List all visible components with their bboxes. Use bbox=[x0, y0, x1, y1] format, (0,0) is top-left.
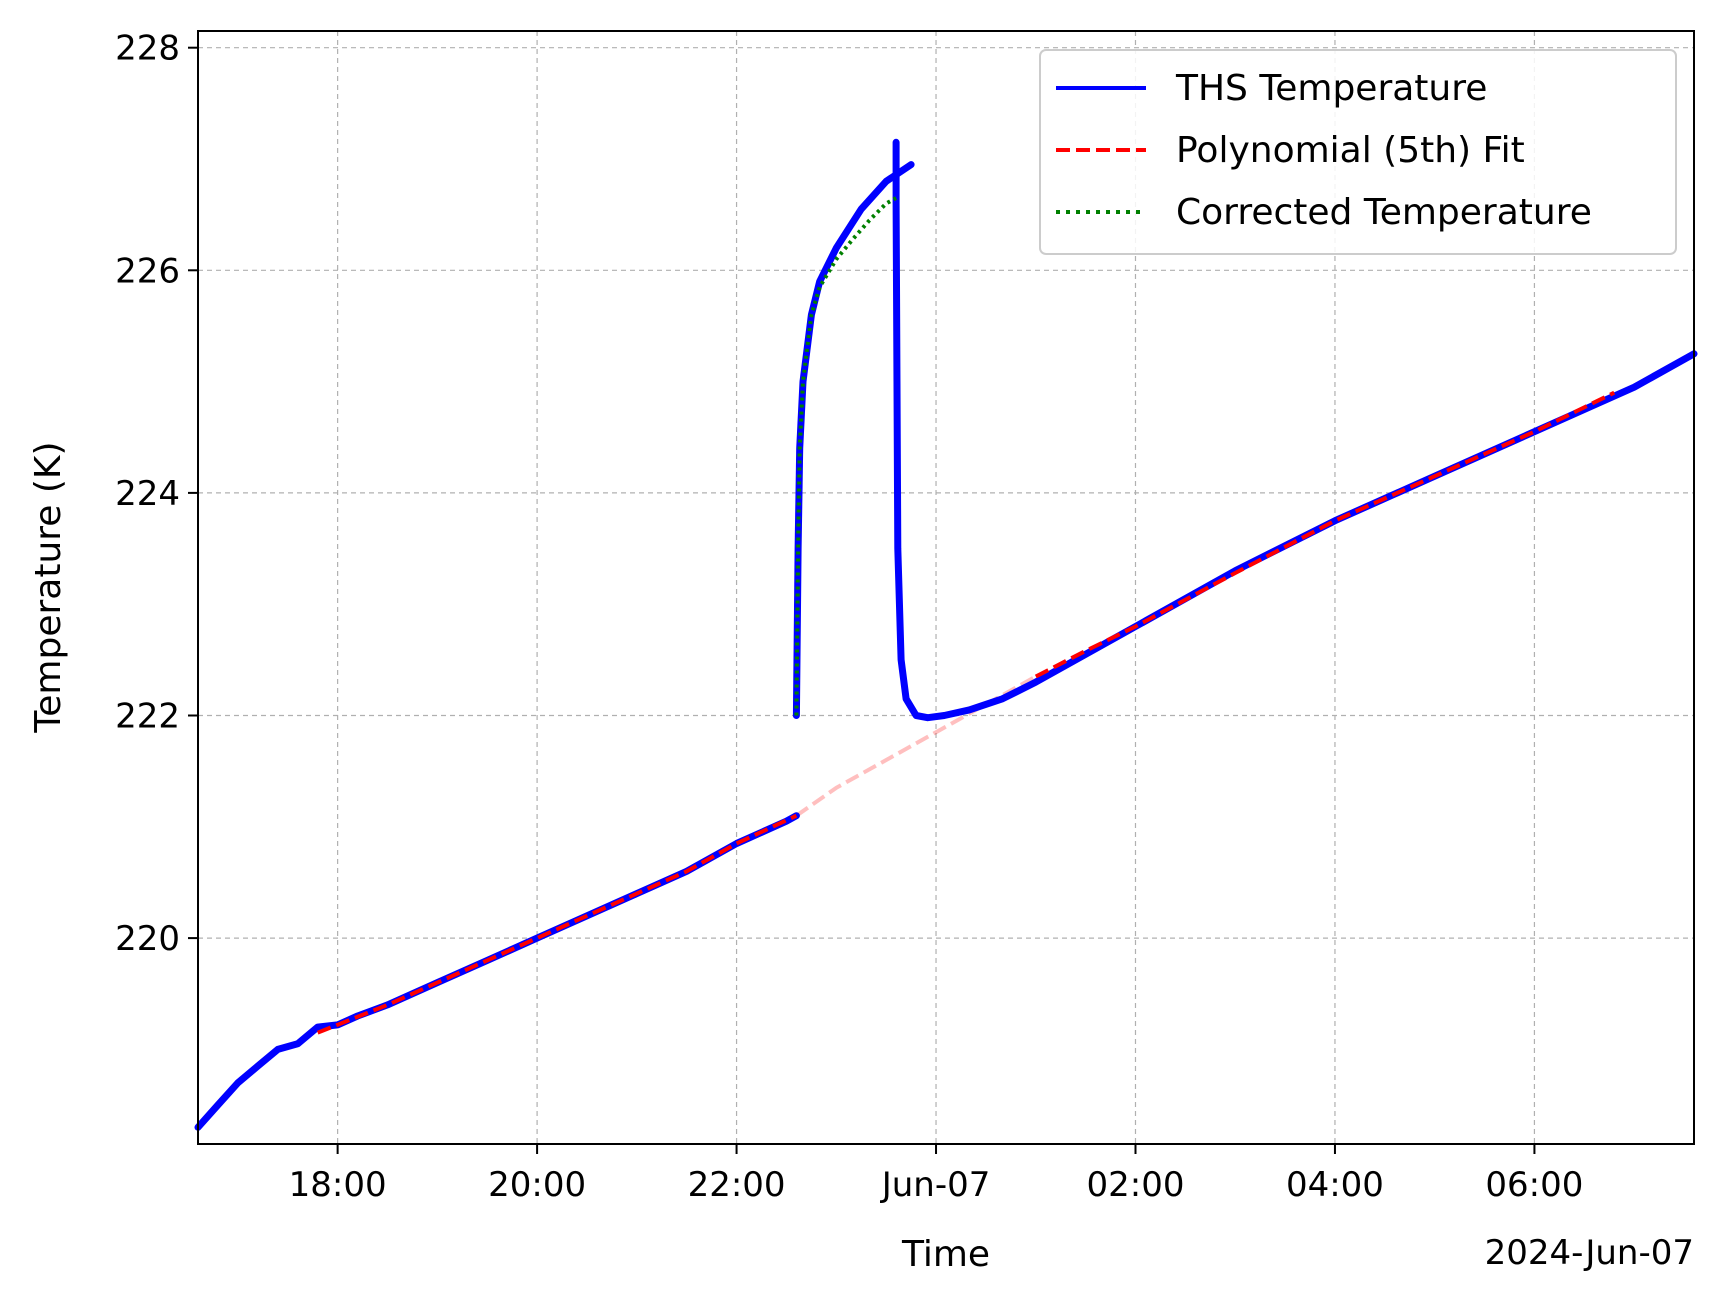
x-tick-label: 20:00 bbox=[488, 1165, 586, 1205]
legend-label-corrected: Corrected Temperature bbox=[1176, 192, 1592, 233]
legend-box bbox=[1039, 49, 1677, 255]
x-tick-label: 22:00 bbox=[688, 1165, 786, 1205]
legend-label-ths: THS Temperature bbox=[1175, 68, 1487, 109]
y-tick-label: 224 bbox=[115, 474, 180, 514]
y-ticks: 220 222 224 226 228 bbox=[115, 29, 198, 959]
y-tick-label: 220 bbox=[115, 919, 180, 959]
legend: THS Temperature Polynomial (5th) Fit Cor… bbox=[1039, 49, 1677, 255]
y-tick-label: 226 bbox=[115, 251, 180, 291]
legend-label-fit: Polynomial (5th) Fit bbox=[1176, 130, 1525, 171]
corrected-temperature-line bbox=[794, 196, 898, 716]
x-axis-label: Time bbox=[901, 1234, 990, 1275]
x-ticks: 18:00 20:00 22:00 Jun-07 02:00 04:00 06:00 bbox=[289, 1144, 1583, 1205]
x-tick-label: 06:00 bbox=[1485, 1165, 1583, 1205]
fit-line bbox=[316, 813, 798, 1035]
y-tick-label: 222 bbox=[115, 696, 180, 736]
x-tick-label: Jun-07 bbox=[880, 1165, 991, 1205]
x-tick-label: 02:00 bbox=[1087, 1165, 1185, 1205]
x-tick-label: 04:00 bbox=[1286, 1165, 1384, 1205]
x-axis-offset-label: 2024-Jun-07 bbox=[1485, 1233, 1694, 1273]
y-tick-label: 228 bbox=[115, 29, 180, 69]
y-axis-label: Temperature (K) bbox=[28, 441, 69, 733]
plot-frame bbox=[197, 30, 1695, 1145]
series-layer bbox=[194, 138, 1698, 1131]
x-tick-label: 18:00 bbox=[289, 1165, 387, 1205]
fit-line bbox=[1034, 390, 1616, 679]
